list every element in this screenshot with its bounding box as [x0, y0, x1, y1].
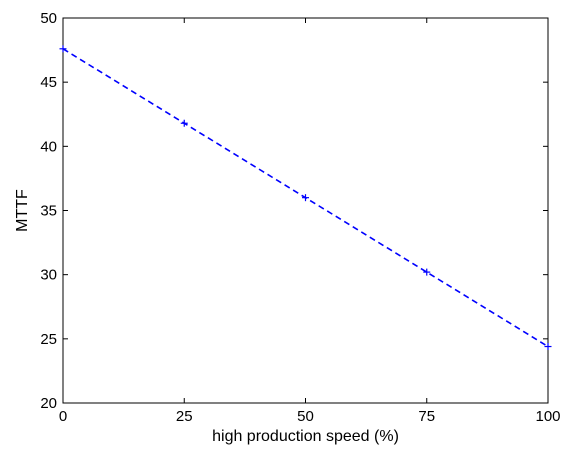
plot-area — [62, 17, 549, 404]
y-axis-label: MTTF — [14, 189, 31, 232]
data-point-marker — [302, 194, 309, 202]
y-tick-label: 35 — [40, 203, 57, 220]
x-tick-label: 0 — [59, 408, 67, 425]
y-tick-label: 20 — [40, 395, 57, 412]
data-point-marker — [59, 45, 67, 53]
y-tick-label: 45 — [40, 74, 57, 91]
series-layer — [59, 45, 552, 351]
y-tick-label: 25 — [40, 331, 57, 348]
data-point-marker — [180, 119, 188, 127]
y-axis-ticks: 20 25 30 35 40 45 50 — [40, 10, 548, 412]
y-tick-label: 50 — [40, 10, 57, 27]
y-tick-label: 40 — [40, 138, 57, 155]
x-tick-label: 75 — [418, 408, 435, 425]
x-axis-ticks: 0 25 50 75 100 — [59, 18, 561, 425]
data-point-marker — [544, 343, 552, 351]
x-axis-label: high production speed (%) — [212, 428, 399, 445]
x-tick-label: 50 — [297, 408, 314, 425]
y-tick-label: 30 — [40, 267, 57, 284]
x-tick-label: 100 — [535, 408, 560, 425]
data-point-marker — [423, 268, 431, 276]
x-tick-label: 25 — [176, 408, 193, 425]
